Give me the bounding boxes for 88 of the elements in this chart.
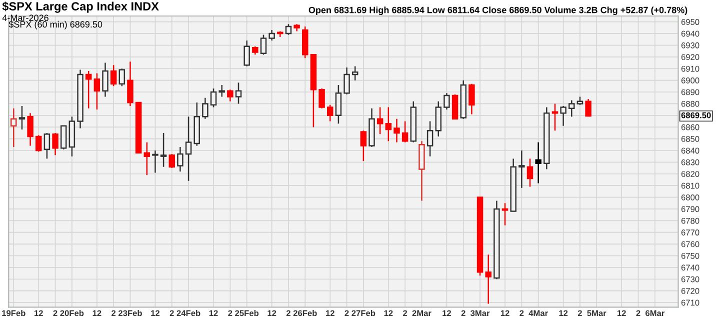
candlestick — [218, 84, 225, 98]
x-tick-label: 27Feb — [352, 310, 376, 316]
y-tick-label: 6850 — [681, 136, 700, 142]
candlestick — [152, 150, 158, 174]
y-tick-label: 6900 — [681, 78, 700, 84]
candlestick — [185, 116, 192, 182]
text: Open 6831.69 High 6885.94 Low 6811.64 Close 6869.50 Volume 3.2B Chg +52.87 (+0.78%) — [308, 6, 688, 16]
x-tick-label: 12 — [500, 310, 510, 316]
x-tick-label: 2 — [403, 310, 408, 316]
candlestick — [102, 62, 108, 98]
candlestick — [77, 69, 84, 129]
chart-title: $SPX Large Cap Index INDX — [2, 2, 159, 13]
x-tick-label: 2 — [112, 310, 116, 316]
annotation: $SPX (60 min) 6869.50 — [8, 20, 102, 30]
y-tick-label: 6940 — [681, 30, 700, 37]
y-tick-label: 6860 — [681, 124, 700, 130]
candlestick — [302, 26, 308, 59]
x-tick-label: 26Feb — [293, 310, 317, 316]
candlestick — [244, 40, 250, 67]
x-tick-label: 12 — [384, 310, 393, 316]
candlestick — [544, 106, 550, 170]
y-tick-label: 6810 — [681, 182, 700, 189]
x-tick-label: 20Feb — [60, 310, 84, 316]
y-tick-label: 6920 — [681, 54, 700, 60]
x-tick-label: 25Feb — [235, 310, 259, 316]
x-tick-label: 3Mar — [470, 310, 490, 316]
x-tick-label: 2 — [520, 310, 524, 316]
x-tick-label: 12 — [151, 310, 160, 316]
candlestick — [485, 254, 492, 304]
y-tick-label: 6730 — [681, 276, 700, 282]
x-tick-label: 2 — [636, 310, 640, 316]
x-tick-label: 2 — [53, 310, 58, 316]
x-tick-label: 23Feb — [118, 310, 142, 316]
x-tick-label: 2Mar — [412, 310, 432, 316]
candlestick — [518, 150, 525, 189]
x-tick-label: 2 — [344, 310, 349, 316]
x-tick-label: 2 — [461, 310, 466, 316]
y-tick-label: 6750 — [681, 252, 700, 259]
x-tick-label: 24Feb — [176, 310, 200, 316]
x-tick-label: 12 — [442, 310, 452, 316]
candlestick — [568, 100, 575, 118]
y-tick-label: 6740 — [681, 264, 700, 271]
candlestick — [535, 142, 542, 184]
candlestick — [18, 105, 26, 130]
y-tick-label: 6790 — [681, 206, 700, 212]
candlestick — [144, 142, 150, 176]
x-tick-label: 12 — [92, 310, 102, 316]
x-tick-label: 2 — [170, 310, 174, 316]
y-tick-label: 6780 — [681, 218, 700, 224]
y-tick-label: 6800 — [681, 194, 700, 200]
candlestick — [394, 118, 400, 143]
y-tick-label: 6930 — [681, 42, 700, 48]
y-tick-label: 6820 — [681, 171, 700, 177]
y-tick-label: 6950 — [681, 19, 700, 25]
y-tick-label: 6720 — [681, 288, 700, 294]
candlestick — [177, 146, 184, 172]
candlestick — [376, 106, 384, 135]
x-tick-label: 6Mar — [646, 310, 665, 316]
y-tick-label: 6890 — [681, 89, 700, 96]
candlestick — [160, 132, 167, 168]
y-tick-label: 6840 — [681, 148, 700, 154]
text: 6869.50 — [681, 112, 711, 118]
candlestick — [385, 106, 392, 142]
candlestick — [127, 60, 134, 107]
x-tick-label: 12 — [559, 310, 568, 316]
y-tick-label: 6880 — [681, 100, 700, 107]
y-tick-label: 6830 — [681, 159, 700, 166]
x-tick-label: 2 — [286, 310, 290, 316]
x-tick-label: 5Mar — [587, 310, 606, 316]
x-tick-label: 2 — [578, 310, 582, 316]
chart-subtitle: 4-Mar-2026 — [2, 14, 48, 22]
y-tick-label: 6910 — [681, 66, 700, 72]
x-tick-label: 2 — [228, 310, 232, 316]
x-tick-label: 12 — [618, 310, 626, 316]
candlestick — [426, 120, 434, 157]
candlestick — [27, 112, 34, 146]
x-tick-label: 4Mar — [528, 310, 548, 316]
y-tick-label: 6710 — [681, 300, 700, 306]
x-tick-label: 19Feb — [2, 310, 26, 316]
candlestick — [194, 102, 200, 146]
candlestick — [202, 97, 208, 120]
x-tick-label: 12 — [209, 310, 218, 316]
y-tick-label: 6770 — [681, 230, 700, 236]
x-tick-label: 12 — [268, 310, 276, 316]
candlestick — [418, 140, 425, 202]
x-tick-label: 12 — [326, 310, 334, 316]
x-tick-label: 12 — [34, 310, 43, 316]
y-tick-label: 6760 — [681, 241, 700, 248]
